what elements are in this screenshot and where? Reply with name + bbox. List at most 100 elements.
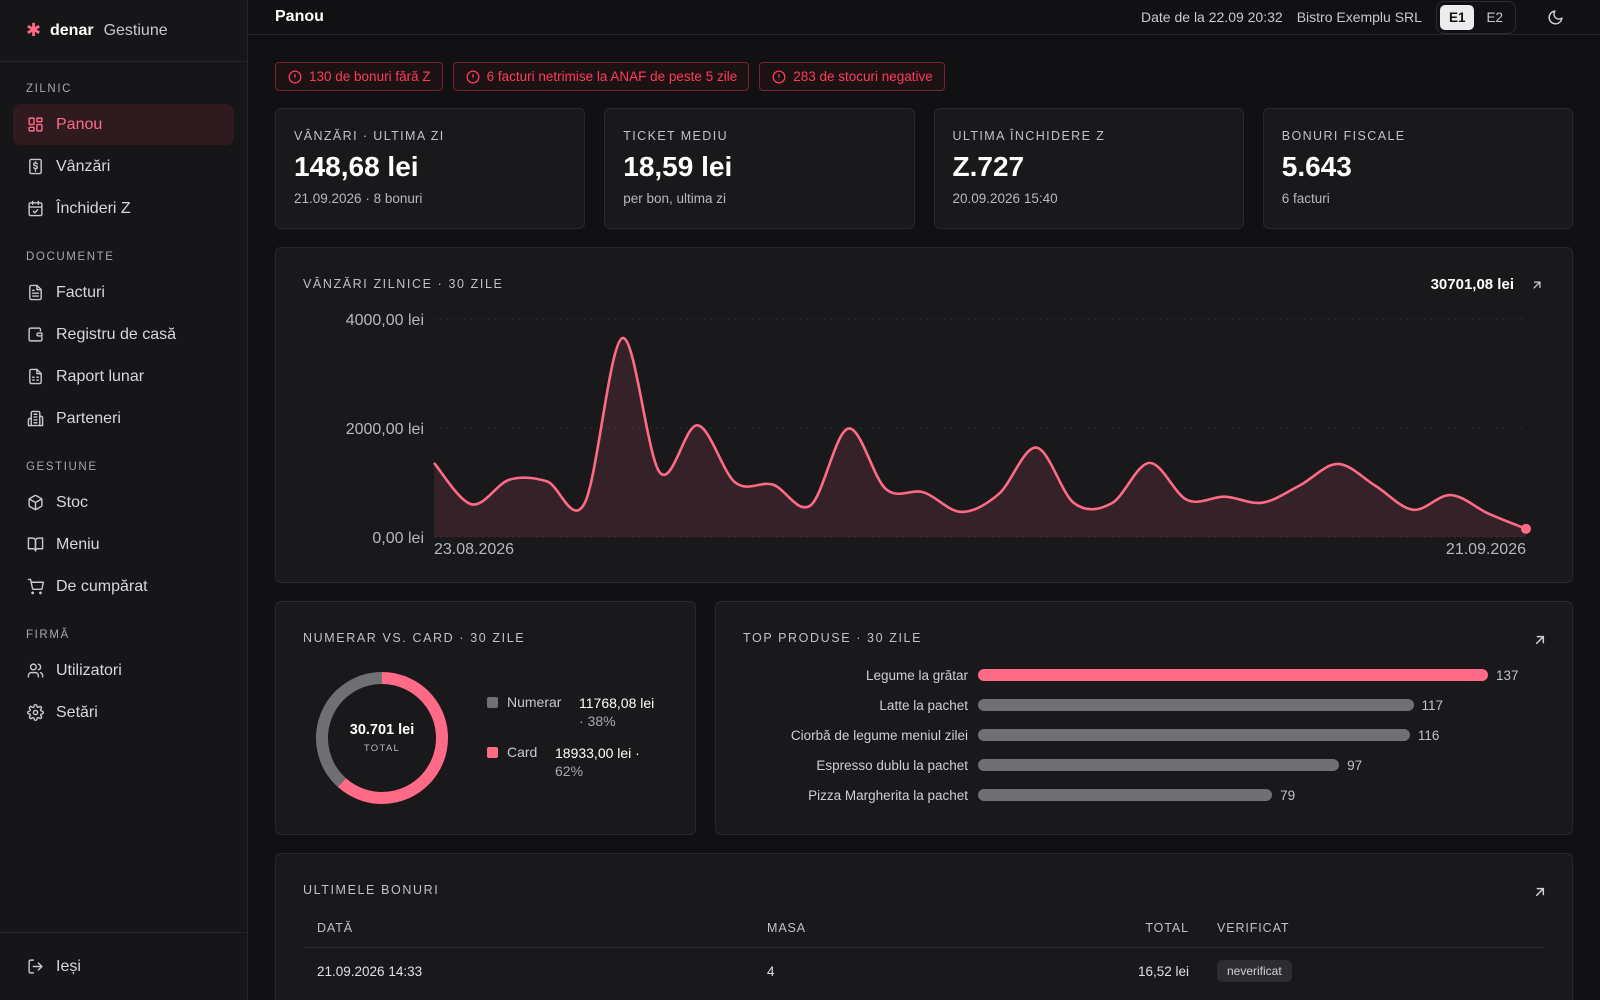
legend-label: Card <box>507 744 538 760</box>
bar-label: Pizza Margherita la pachet <box>808 787 968 803</box>
column-header-total[interactable]: TOTAL <box>973 921 1203 948</box>
sidebar-item-parteneri[interactable]: Parteneri <box>13 398 234 439</box>
nav-section-title: DOCUMENTE <box>26 251 115 263</box>
last-receipts-title: ULTIMELE BONURI <box>303 883 440 897</box>
sidebar-item-label: Setări <box>56 703 98 721</box>
receipt-dollar-icon <box>29 158 42 175</box>
logout-button[interactable]: Ieși <box>0 932 247 1000</box>
bar-value-label: 137 <box>1496 667 1519 683</box>
nav-section-title: GESTIUNE <box>26 461 98 473</box>
column-header-verified[interactable]: VERIFICAT <box>1203 921 1545 948</box>
kpi-card-average-ticket: TICKET MEDIU 18,59 lei per bon, ultima z… <box>604 108 915 229</box>
env-option-e1[interactable]: E1 <box>1439 4 1475 30</box>
cell-total: 16,52 lei <box>1137 963 1189 979</box>
alert-negative-stock[interactable]: 283 de stocuri negative <box>759 62 945 91</box>
bar <box>978 789 1273 801</box>
kpi-value: 5.643 <box>1281 151 1352 182</box>
daily-sales-total[interactable]: 30701,08 lei <box>1431 276 1544 293</box>
sidebar-item-registru-de-casa[interactable]: Registru de casă <box>13 314 234 355</box>
donut-total-value: 30.701 lei <box>349 722 415 738</box>
brand[interactable]: ✱ denar Gestiune <box>0 0 247 62</box>
sidebar-item-vanzari[interactable]: Vânzări <box>13 146 234 187</box>
sidebar-item-label: Meniu <box>56 535 100 553</box>
sales-area <box>434 337 1526 537</box>
cart-icon <box>27 578 44 595</box>
sidebar-item-de-cumparat[interactable]: De cumpărat <box>13 566 234 607</box>
bar-label: Espresso dublu la pachet <box>816 757 968 773</box>
cash-vs-card-title: NUMERAR VS. CARD · 30 ZILE <box>303 631 526 645</box>
alert-receipts-without-z[interactable]: 130 de bonuri fără Z <box>275 62 443 91</box>
brand-name: denar <box>50 21 94 39</box>
sidebar-item-inchideri-z[interactable]: Închideri Z <box>13 188 234 229</box>
sidebar-item-utilizatori[interactable]: Utilizatori <box>13 650 234 691</box>
alert-label: 283 de stocuri negative <box>793 69 933 84</box>
sidebar-item-label: Raport lunar <box>56 367 145 385</box>
env-option-e2[interactable]: E2 <box>1486 9 1503 25</box>
building-icon <box>27 410 44 427</box>
kpi-value: Z.727 <box>952 151 1025 182</box>
y-tick-label: 0,00 lei <box>372 530 424 547</box>
sidebar-item-facturi[interactable]: Facturi <box>13 272 234 313</box>
kpi-label: TICKET MEDIU <box>623 129 729 143</box>
alert-bar: 130 de bonuri fără Z 6 facturi netrimise… <box>275 62 1573 91</box>
sidebar: ✱ denar Gestiune ZILNIC Panou Vânzări Închi… <box>0 0 248 1000</box>
legend-swatch-card <box>487 747 498 758</box>
daily-sales-title: VÂNZĂRI ZILNICE · 30 ZILE <box>303 277 504 291</box>
bar-label: Latte la pachet <box>879 697 968 713</box>
top-products-bars: Legume la grătar 137 Latte la pachet 117 Cio… <box>743 660 1545 810</box>
alert-circle-icon <box>288 70 302 83</box>
main-content: Panou Date de la 22.09 20:32 Bistro Exem… <box>248 0 1600 1000</box>
arrow-up-right-icon[interactable] <box>1532 884 1548 900</box>
sidebar-item-panou[interactable]: Panou <box>13 104 234 145</box>
sidebar-item-meniu[interactable]: Meniu <box>13 524 234 565</box>
legend-item-card: Card 18933,00 lei · 62% <box>487 744 677 780</box>
data-timestamp: Date de la 22.09 20:32 <box>1141 9 1283 25</box>
box-icon <box>28 494 43 511</box>
sidebar-item-setari[interactable]: Setări <box>13 692 234 733</box>
bar-value-label: 79 <box>1280 787 1296 803</box>
company-name[interactable]: Bistro Exemplu SRL <box>1296 9 1422 25</box>
bar <box>978 729 1410 741</box>
arrow-up-right-icon[interactable] <box>1532 632 1548 648</box>
table-row[interactable]: 21.09.2026 14:33 4 16,52 lei neverificat <box>303 948 1545 995</box>
bar-row: Ciorbă de legume meniul zilei 116 <box>743 720 1545 750</box>
alert-unsent-invoices[interactable]: 6 facturi netrimise la ANAF de peste 5 z… <box>452 62 750 91</box>
nav-section-title: ZILNIC <box>26 83 73 95</box>
legend-value: 18933,00 lei · <box>555 745 640 761</box>
kpi-subtext: per bon, ultima zi <box>623 191 727 206</box>
bar <box>978 699 1414 711</box>
column-header-table[interactable]: MASA <box>753 921 973 948</box>
x-tick-label: 23.08.2026 <box>434 541 514 558</box>
x-tick-label: 21.09.2026 <box>1446 541 1526 558</box>
last-point-marker <box>1521 523 1531 534</box>
calendar-check-icon <box>28 200 43 217</box>
alert-label: 130 de bonuri fără Z <box>309 69 431 84</box>
legend-swatch-cash <box>487 697 498 708</box>
book-icon <box>27 537 44 552</box>
sidebar-item-label: Registru de casă <box>56 325 177 343</box>
donut-slice-card <box>337 672 448 804</box>
column-header-date[interactable]: DATĂ <box>303 921 753 948</box>
bar-value-label: 97 <box>1347 757 1363 773</box>
daily-sales-panel: 0,00 lei 2000,00 lei 4000,00 lei 23.08.2026… <box>275 247 1573 583</box>
top-products-title: TOP PRODUSE · 30 ZILE <box>743 631 923 645</box>
theme-toggle-button[interactable] <box>1538 0 1572 34</box>
bar-value-label: 117 <box>1421 697 1444 713</box>
users-icon <box>27 663 44 678</box>
sidebar-item-stoc[interactable]: Stoc <box>13 482 234 523</box>
wallet-icon <box>28 327 43 342</box>
legend-label: Numerar <box>507 694 562 710</box>
dashboard-icon <box>28 117 43 132</box>
donut-total-caption: TOTAL <box>363 743 401 754</box>
kpi-label: VÂNZĂRI · ULTIMA ZI <box>294 129 445 143</box>
bar-row: Pizza Margherita la pachet 79 <box>743 780 1545 810</box>
kpi-card-fiscal-receipts: BONURI FISCALE 5.643 6 facturi <box>1262 108 1573 229</box>
bar-value-label: 116 <box>1417 727 1440 743</box>
y-tick-label: 2000,00 lei <box>346 421 424 438</box>
bar-row: Espresso dublu la pachet 97 <box>743 750 1545 780</box>
kpi-label: ULTIMA ÎNCHIDERE Z <box>952 129 1106 143</box>
sidebar-item-raport-lunar[interactable]: Raport lunar <box>13 356 234 397</box>
topbar: Panou Date de la 22.09 20:32 Bistro Exem… <box>248 0 1600 35</box>
daily-sales-total-value: 30701,08 lei <box>1430 276 1514 293</box>
gear-icon <box>27 704 44 721</box>
